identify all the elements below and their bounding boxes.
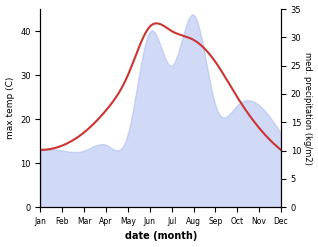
Y-axis label: med. precipitation (kg/m2): med. precipitation (kg/m2) <box>303 52 313 165</box>
Y-axis label: max temp (C): max temp (C) <box>5 77 15 139</box>
X-axis label: date (month): date (month) <box>125 231 197 242</box>
